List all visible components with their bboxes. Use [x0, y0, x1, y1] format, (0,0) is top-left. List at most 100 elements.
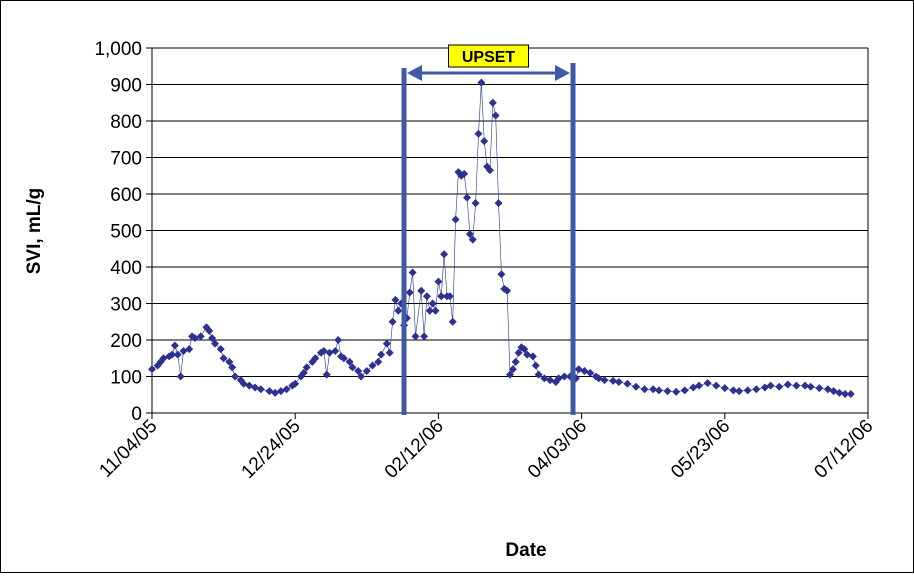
data-point — [508, 365, 517, 374]
data-point — [729, 386, 738, 395]
y-tick-label: 600 — [110, 185, 142, 206]
data-point — [176, 372, 185, 381]
data-point — [841, 390, 850, 399]
data-point — [632, 382, 641, 391]
data-point — [485, 166, 494, 175]
data-point — [520, 345, 529, 354]
data-point — [703, 379, 712, 388]
data-point — [609, 376, 618, 385]
arrow-head — [555, 65, 571, 81]
data-point — [752, 385, 761, 394]
data-point — [663, 387, 672, 396]
data-point — [720, 384, 729, 393]
data-point — [434, 277, 443, 286]
data-point — [291, 379, 300, 388]
data-point — [382, 339, 391, 348]
data-point — [680, 386, 689, 395]
data-point — [428, 299, 437, 308]
data-point — [420, 332, 429, 341]
data-point — [511, 357, 520, 366]
data-point — [299, 368, 308, 377]
data-point — [322, 370, 331, 379]
data-point — [256, 385, 265, 394]
data-point — [170, 341, 179, 350]
data-point — [531, 361, 540, 370]
data-point — [806, 382, 815, 391]
data-point — [437, 292, 446, 301]
data-point — [463, 193, 472, 202]
data-point — [488, 98, 497, 107]
data-point — [385, 348, 394, 357]
data-point — [394, 306, 403, 315]
y-tick-label: 800 — [110, 112, 142, 133]
data-point — [208, 334, 217, 343]
data-point — [377, 350, 386, 359]
data-point — [391, 295, 400, 304]
data-point — [219, 354, 228, 363]
data-point — [743, 386, 752, 395]
data-point — [735, 387, 744, 396]
data-point — [600, 376, 609, 385]
arrow-head — [407, 65, 423, 81]
data-point — [480, 137, 489, 146]
data-point — [672, 387, 681, 396]
data-point — [440, 250, 449, 259]
data-point — [451, 215, 460, 224]
data-point — [448, 317, 457, 326]
annotation-box — [448, 44, 530, 68]
data-point — [348, 363, 357, 372]
data-point — [491, 111, 500, 120]
data-point — [148, 365, 156, 374]
y-tick-label: 300 — [110, 295, 142, 316]
data-point — [465, 230, 474, 239]
data-point — [474, 129, 483, 138]
data-point — [514, 348, 523, 357]
data-point — [231, 372, 240, 381]
data-point — [339, 354, 348, 363]
data-point — [654, 386, 663, 395]
y-tick-label: 200 — [110, 331, 142, 352]
data-point — [528, 352, 537, 361]
y-tick-label: 0 — [131, 404, 142, 425]
data-point — [623, 379, 632, 388]
data-point — [695, 381, 704, 390]
data-point — [168, 350, 177, 359]
data-point — [334, 336, 343, 344]
data-point — [173, 350, 182, 359]
data-point — [460, 169, 469, 178]
data-point — [712, 381, 721, 390]
y-tick-label: 500 — [110, 222, 142, 243]
data-point — [506, 370, 514, 379]
data-point — [846, 390, 855, 399]
data-point — [311, 354, 320, 363]
data-point — [302, 363, 311, 372]
y-axis-label: SVI, mL/g — [24, 188, 45, 275]
y-tick-label: 900 — [110, 76, 142, 97]
data-point — [445, 292, 454, 301]
y-tick-label: 100 — [110, 368, 142, 389]
data-point — [503, 286, 512, 295]
data-point — [357, 372, 366, 381]
data-point — [477, 78, 486, 87]
data-point — [205, 326, 214, 335]
data-point — [766, 381, 775, 390]
data-point — [362, 367, 371, 376]
data-point — [815, 384, 824, 393]
annotation-label: UPSET — [462, 49, 516, 66]
data-point — [431, 306, 440, 315]
data-point — [534, 370, 543, 379]
data-point — [216, 345, 225, 354]
data-point — [422, 292, 431, 301]
data-point — [417, 286, 426, 295]
data-point — [775, 382, 784, 391]
data-point — [640, 385, 649, 394]
x-axis-label: Date — [505, 540, 546, 561]
data-point — [331, 346, 340, 355]
data-point — [411, 332, 420, 341]
data-point — [835, 388, 844, 397]
y-tick-label: 400 — [110, 258, 142, 279]
data-point — [185, 345, 194, 354]
data-point — [388, 317, 397, 326]
data-point — [494, 199, 503, 208]
